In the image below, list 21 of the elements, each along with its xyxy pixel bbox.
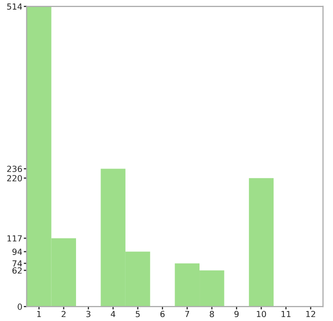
x-tick-label: 10: [256, 310, 266, 318]
x-tick-label: 12: [306, 310, 316, 318]
y-tick-label: 514: [7, 4, 22, 10]
x-tick-label: 3: [86, 310, 90, 318]
x-tick-label: 7: [185, 310, 190, 318]
y-tick-label: 236: [7, 166, 22, 172]
y-tick-label: 74: [12, 260, 22, 267]
x-tick-label: 11: [282, 310, 290, 318]
x-tick-label: 9: [234, 310, 239, 318]
y-tick-label: 62: [12, 267, 22, 274]
y-tick-label: 117: [7, 235, 22, 242]
x-tick-label: 4: [110, 310, 116, 318]
x-tick-label: 2: [62, 310, 66, 318]
y-tick-label: 220: [7, 175, 22, 182]
x-tick-label: 8: [210, 310, 214, 318]
y-tick-label: 94: [12, 248, 22, 255]
bar: [248, 178, 274, 307]
x-tick-label: 1: [37, 310, 41, 318]
x-tick-label: 6: [160, 310, 165, 318]
x-tick-label: 5: [136, 310, 140, 318]
y-tick-label: 0: [18, 304, 22, 310]
